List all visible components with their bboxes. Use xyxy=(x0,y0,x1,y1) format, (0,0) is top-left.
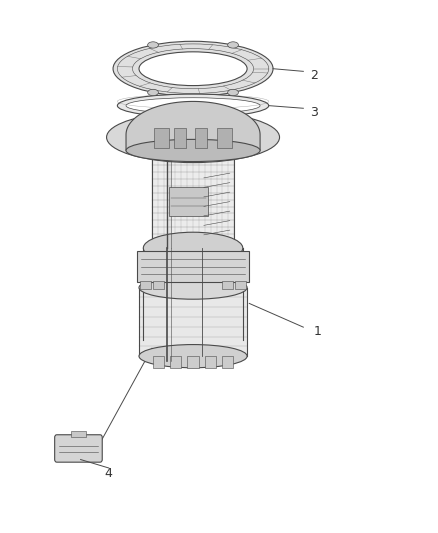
Ellipse shape xyxy=(126,98,260,114)
Bar xyxy=(153,281,164,289)
Bar xyxy=(154,128,169,148)
Bar xyxy=(205,356,216,368)
Ellipse shape xyxy=(139,344,247,368)
Bar xyxy=(173,128,186,148)
Ellipse shape xyxy=(228,42,238,48)
Bar xyxy=(195,128,207,148)
Ellipse shape xyxy=(152,235,234,261)
Ellipse shape xyxy=(143,232,243,264)
Bar xyxy=(223,281,233,289)
Bar xyxy=(169,188,208,216)
Bar xyxy=(187,356,199,368)
Bar xyxy=(140,281,151,289)
Ellipse shape xyxy=(106,112,279,163)
Ellipse shape xyxy=(148,90,159,95)
Text: 4: 4 xyxy=(104,467,112,480)
Polygon shape xyxy=(137,251,249,282)
Polygon shape xyxy=(152,138,234,248)
Text: 1: 1 xyxy=(314,325,322,338)
Polygon shape xyxy=(139,288,247,356)
Bar xyxy=(222,356,233,368)
Bar xyxy=(170,356,181,368)
Text: 2: 2 xyxy=(310,69,318,82)
Ellipse shape xyxy=(113,41,273,96)
Bar xyxy=(236,281,246,289)
Ellipse shape xyxy=(139,52,247,86)
Text: 3: 3 xyxy=(310,106,318,119)
Ellipse shape xyxy=(139,276,247,299)
Ellipse shape xyxy=(148,42,159,48)
Ellipse shape xyxy=(117,94,269,117)
FancyBboxPatch shape xyxy=(55,435,102,462)
Polygon shape xyxy=(143,248,243,335)
Bar xyxy=(71,431,86,438)
Ellipse shape xyxy=(150,124,236,151)
Ellipse shape xyxy=(126,140,260,161)
Bar xyxy=(217,128,232,148)
Bar xyxy=(153,356,164,368)
Polygon shape xyxy=(126,101,260,150)
Ellipse shape xyxy=(228,90,238,95)
